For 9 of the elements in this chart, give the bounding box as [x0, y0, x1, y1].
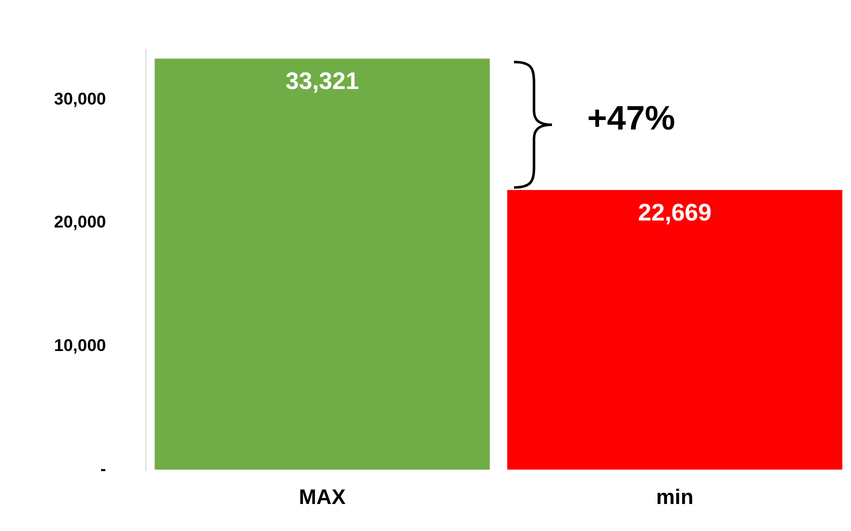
y-tick-label: 30,000	[54, 89, 106, 108]
data-label: 22,669	[638, 200, 712, 227]
x-tick-label: MAX	[298, 486, 346, 510]
y-tick-label: 10,000	[54, 336, 106, 356]
y-tick-label: 20,000	[54, 212, 106, 232]
y-tick-label: -	[100, 459, 106, 478]
x-tick-label: min	[656, 486, 694, 510]
data-label: 33,321	[286, 68, 359, 96]
annotation: +47%	[587, 100, 676, 138]
